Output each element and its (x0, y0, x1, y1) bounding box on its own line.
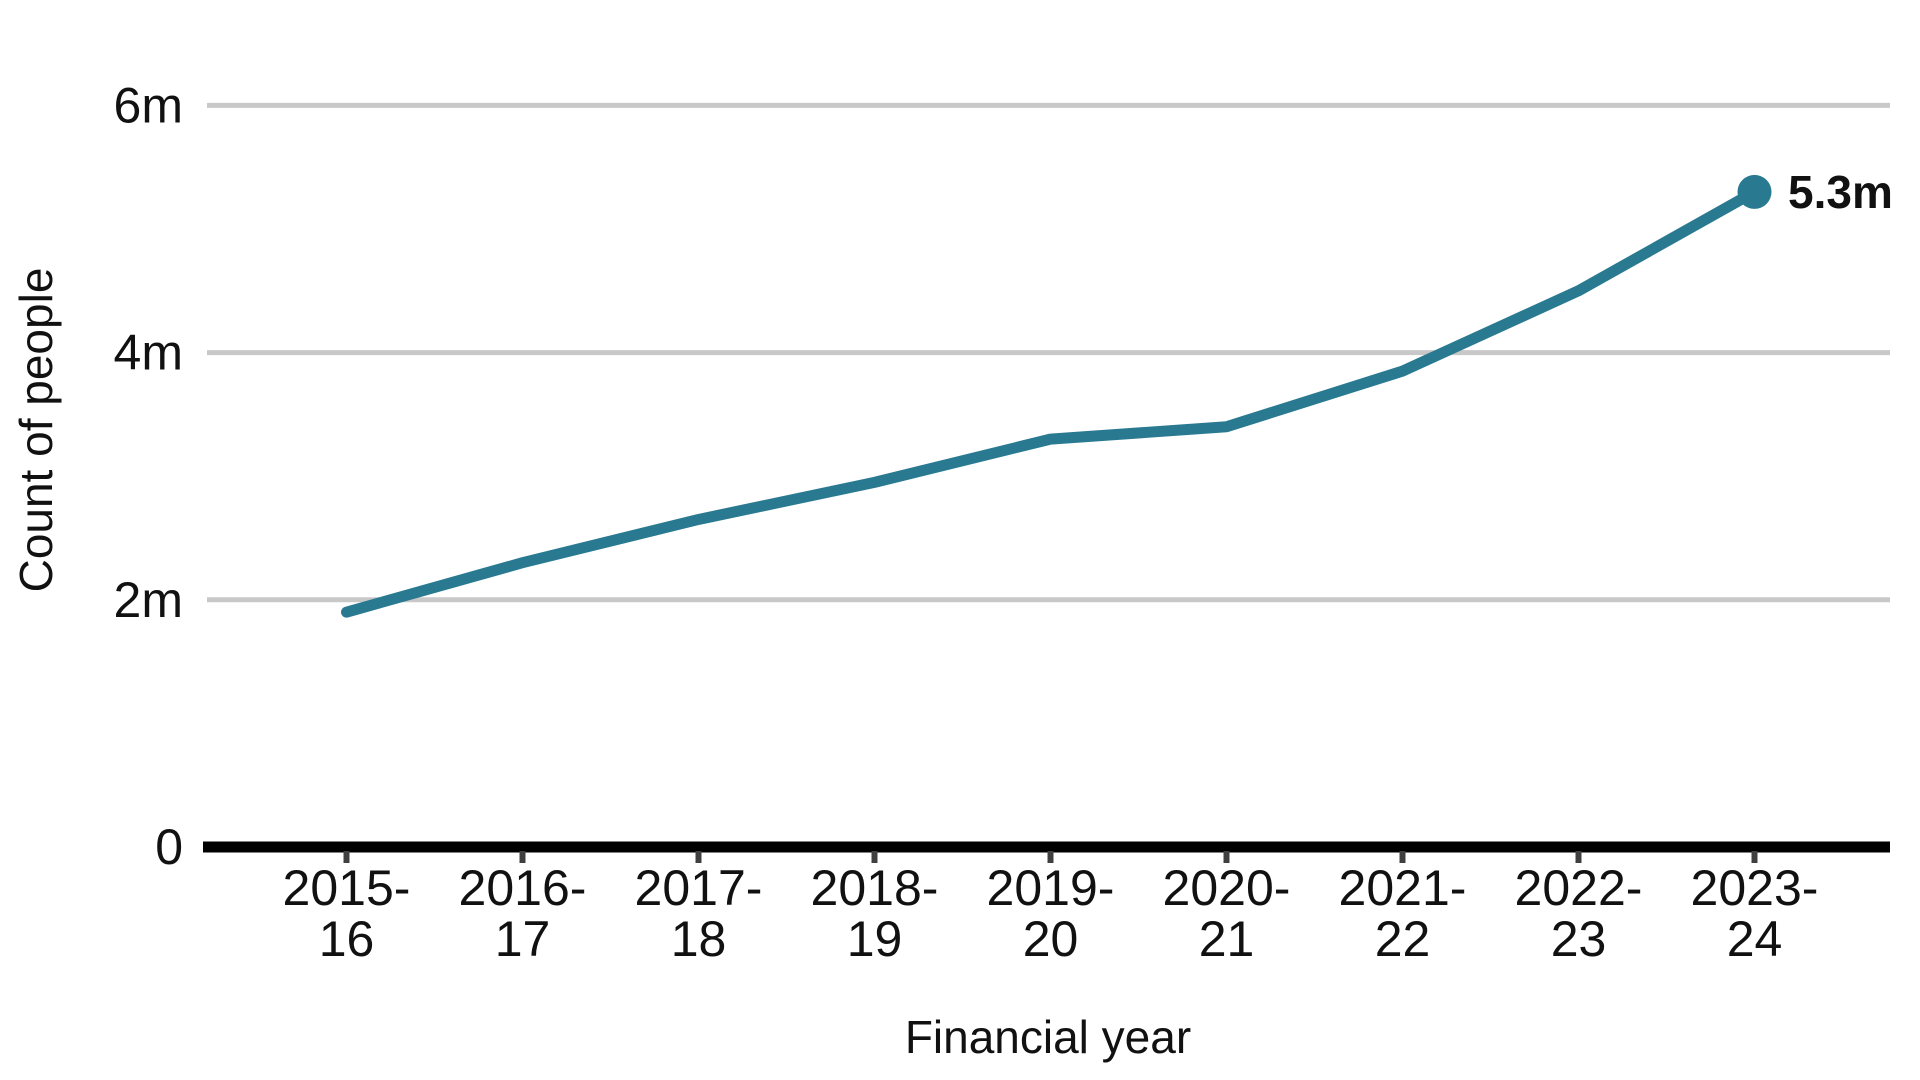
x-tick-label-line2: 16 (319, 911, 375, 967)
x-tick-label-line1: 2021- (1339, 860, 1467, 916)
y-axis-title: Count of people (10, 268, 62, 593)
plot-area: 0 2m 4m 6m 2015-16 2016-17 2017-18 2018-19 2019-… (114, 77, 1890, 967)
x-axis-title: Financial year (905, 1011, 1191, 1063)
x-tick-label-line1: 2016- (459, 860, 587, 916)
x-tick-label-line2: 23 (1551, 911, 1607, 967)
end-point-marker (1737, 174, 1772, 209)
y-tick-label: 4m (114, 325, 183, 381)
x-tick-label-line2: 19 (847, 911, 903, 967)
x-tick-label-line1: 2017- (635, 860, 763, 916)
x-tick-label-line1: 2015- (283, 860, 411, 916)
x-tick-label-line1: 2023- (1691, 860, 1819, 916)
end-point-label: 5.3m (1788, 166, 1893, 218)
y-tick-label: 6m (114, 77, 183, 133)
y-tick-label: 2m (114, 572, 183, 628)
x-tick-label-line2: 24 (1727, 911, 1783, 967)
x-tick-label-line1: 2020- (1163, 860, 1291, 916)
y-tick-label: 0 (155, 819, 183, 875)
x-tick-label-line1: 2019- (987, 860, 1115, 916)
x-tick-label-line2: 18 (671, 911, 727, 967)
x-tick-label-line2: 22 (1375, 911, 1431, 967)
x-tick-label-line2: 20 (1023, 911, 1079, 967)
x-tick-label-line1: 2022- (1515, 860, 1643, 916)
data-line (341, 186, 1760, 618)
x-tick-label-line2: 17 (495, 911, 551, 967)
x-tick-label-line2: 21 (1199, 911, 1255, 967)
x-tick-label-line1: 2018- (811, 860, 939, 916)
